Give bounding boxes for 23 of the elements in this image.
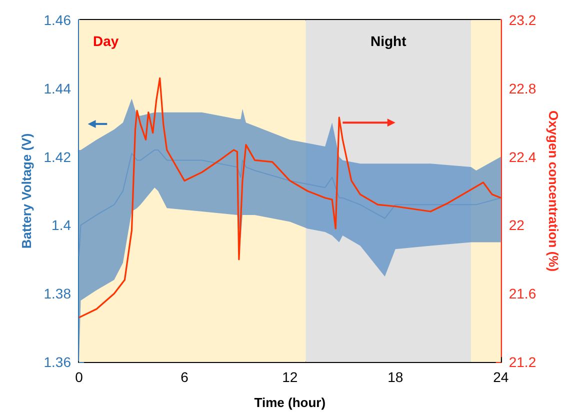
band-label: Night	[370, 33, 407, 49]
y-tick-label: 1.42	[44, 148, 72, 165]
x-axis-title: Time (hour)	[254, 395, 326, 410]
y-tick-label: 1.44	[44, 80, 72, 96]
y2-tick-label: 22.4	[508, 148, 536, 165]
x-tick-label: 12	[282, 369, 298, 385]
x-tick-label: 24	[493, 369, 509, 385]
x-tick-label: 6	[180, 369, 189, 385]
y-tick-label: 1.46	[44, 12, 72, 28]
y2-tick-label: 21.2	[508, 354, 536, 370]
y-tick-label: 1.4	[52, 217, 72, 234]
x-tick-label: 18	[388, 369, 404, 385]
y2-tick-label: 23.2	[508, 12, 536, 28]
y-tick-label: 1.38	[44, 286, 72, 302]
x-tick-label: 0	[75, 369, 84, 385]
y2-axis-title: Oxygen concentration (%)	[546, 110, 561, 272]
y2-tick-label: 21.6	[508, 286, 536, 302]
band-label: Day	[93, 33, 119, 49]
y2-tick-label: 22.8	[508, 80, 536, 96]
y2-tick-label: 22	[508, 217, 525, 234]
y-axis-title: Battery Voltage (V)	[18, 133, 34, 249]
line-series	[78, 77, 502, 318]
y-tick-label: 1.36	[44, 354, 72, 370]
